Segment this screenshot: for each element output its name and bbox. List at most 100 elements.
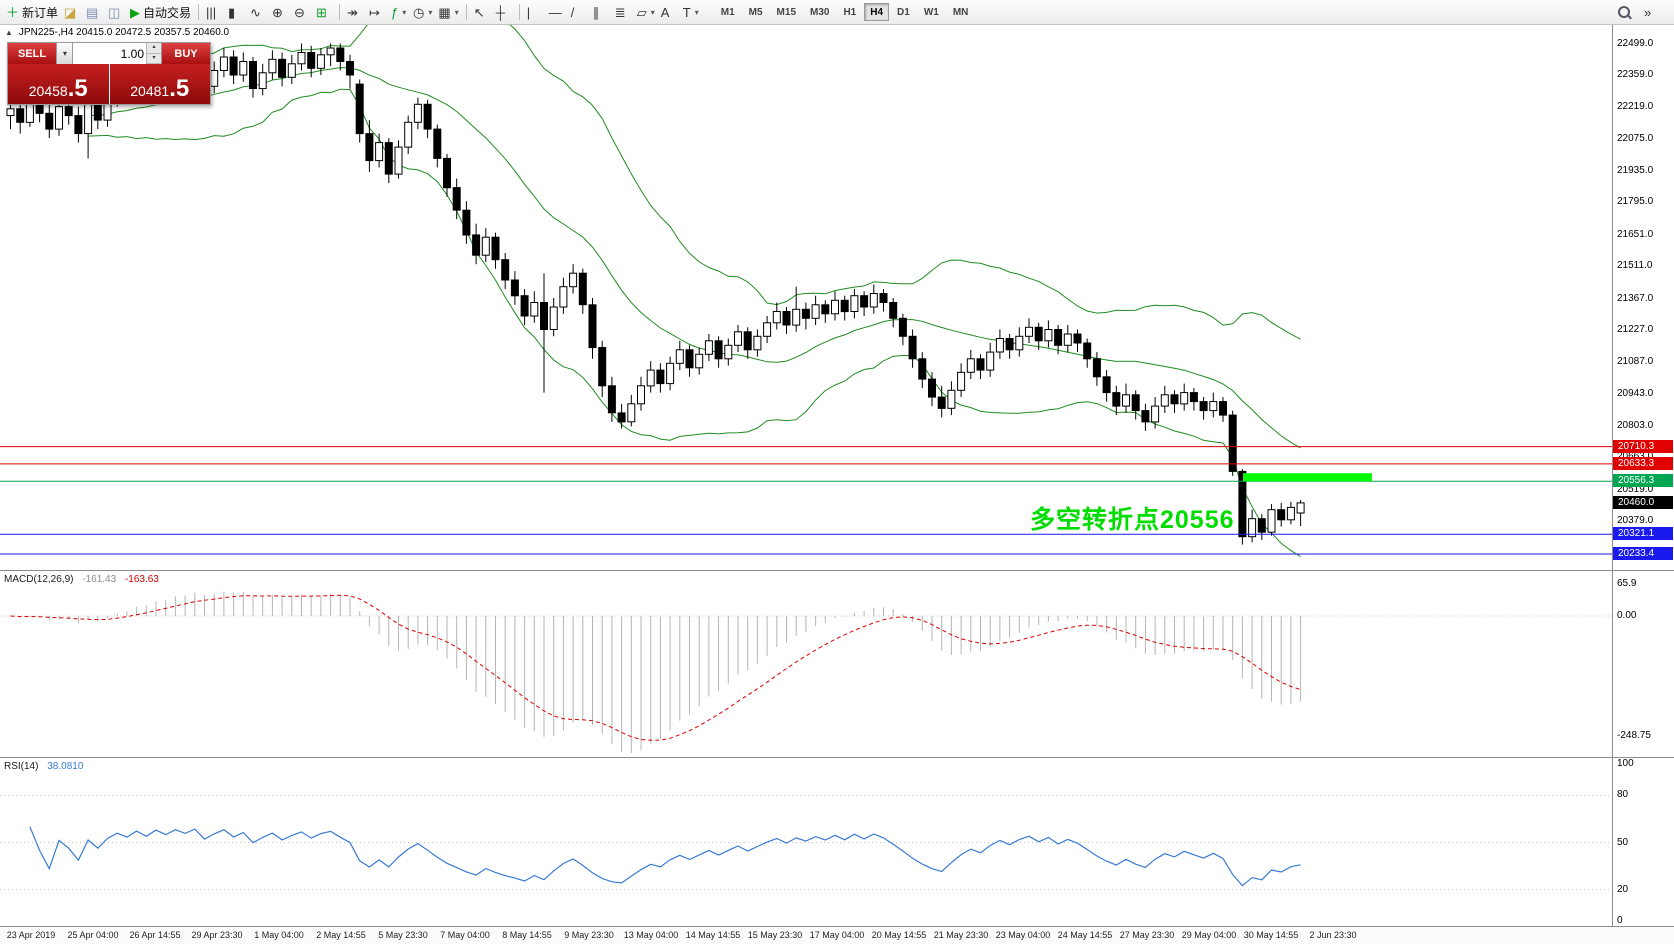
price-scale-label: 22359.0 xyxy=(1617,69,1654,80)
cursor-button[interactable]: ↖ xyxy=(471,2,493,22)
terminal-button[interactable]: ◫ xyxy=(105,2,127,22)
line-chart-button[interactable]: ∿ xyxy=(247,2,269,22)
shapes-button[interactable]: ▱ ▾ xyxy=(634,2,658,22)
candle-body xyxy=(811,304,820,319)
candle-body xyxy=(423,103,432,130)
main-toolbar: ＋新订单 ◪ ▤ ◫ ▶ 自动交易 ||| ▮ ∿ ⊕ ⊖ ⊞ ↠ ↦ ƒ ▾ ◷ ▾ ▦ ▾ ↖ ┼ | — / ∥ ≣ ▱ ▾ A T ▾… xyxy=(0,0,1674,25)
candle-body xyxy=(928,378,936,398)
candle-body xyxy=(995,338,1004,353)
candle-body xyxy=(792,308,801,326)
indicators-button[interactable]: ƒ ▾ xyxy=(388,2,410,22)
line-chart-icon: ∿ xyxy=(250,4,261,20)
bar-chart-button[interactable]: ||| xyxy=(203,2,225,22)
candle-body xyxy=(219,56,228,71)
buy-button[interactable]: BUY xyxy=(162,43,210,64)
timeframe-h4-button[interactable]: H4 xyxy=(864,3,890,21)
candle-body xyxy=(394,146,403,175)
autotrade-button[interactable]: ▶ 自动交易 xyxy=(127,2,194,22)
timeframe-mn-button[interactable]: MN xyxy=(947,3,975,21)
toolbar-overflow-icon: » xyxy=(1644,4,1652,20)
crosshair-button[interactable]: ┼ xyxy=(493,2,515,22)
candle-body xyxy=(258,72,267,90)
candle-body xyxy=(734,331,742,346)
shapes-icon: ▱ xyxy=(636,4,647,20)
arrow-tools-button[interactable]: T ▾ xyxy=(680,2,702,22)
fibonacci-button[interactable]: ≣ xyxy=(612,2,634,22)
templates-button[interactable]: ▦ ▾ xyxy=(435,2,461,22)
candle-body xyxy=(1102,376,1111,394)
time-axis-label: 23 Apr 2019 xyxy=(6,930,56,940)
vertical-line-button[interactable]: | xyxy=(524,2,546,22)
candle-body xyxy=(239,61,248,76)
toolbar-separator xyxy=(198,4,200,20)
candle-body xyxy=(1131,394,1140,412)
candle-body xyxy=(1073,333,1082,344)
macd-scale-label: 0.00 xyxy=(1617,610,1637,621)
auto-scroll-button[interactable]: ↠ xyxy=(344,2,366,22)
toolbar-overflow-button[interactable]: » xyxy=(1641,2,1663,22)
candle-body xyxy=(84,103,93,135)
zoom-out-button[interactable]: ⊖ xyxy=(291,2,313,22)
chart-shift-button[interactable]: ↦ xyxy=(366,2,388,22)
timeframe-w1-button[interactable]: W1 xyxy=(918,3,945,21)
timeframe-d1-button[interactable]: D1 xyxy=(891,3,916,21)
timeframe-m30-button[interactable]: M30 xyxy=(804,3,835,21)
volume-increase-button[interactable]: ▴ xyxy=(147,43,161,54)
new-order-button[interactable]: ＋新订单 xyxy=(3,2,61,22)
templates-icon: ▦ xyxy=(438,4,451,20)
periods-button[interactable]: ◷ ▾ xyxy=(410,2,435,22)
volume-dropdown-button[interactable]: ▾ xyxy=(56,43,72,64)
market-watch-button[interactable]: ◪ xyxy=(61,2,83,22)
dropdown-arrow-icon: ▾ xyxy=(428,7,433,17)
candle-body xyxy=(966,358,975,373)
candle-body xyxy=(1063,333,1072,346)
volume-input[interactable] xyxy=(73,43,146,64)
zoom-in-button[interactable]: ⊕ xyxy=(269,2,291,22)
candle-body xyxy=(1092,358,1101,378)
search-button[interactable] xyxy=(1615,2,1637,22)
annotation-text[interactable]: 多空转折点20556 xyxy=(1030,506,1235,534)
timeframe-m1-button[interactable]: M1 xyxy=(715,3,741,21)
time-axis[interactable]: 23 Apr 2019 25 Apr 04:00 26 Apr 14:55 29 Ap… xyxy=(0,929,1612,944)
buy-price-main: 20481 xyxy=(130,82,170,99)
macd-scale-label: 65.9 xyxy=(1617,578,1637,589)
trade-panel-collapse-arrow[interactable]: ▲ xyxy=(5,28,13,37)
one-click-trading-panel: SELL ▾ ▴ ▾ BUY 20458 .5 20481 .5 xyxy=(7,42,211,105)
timeframe-h1-button[interactable]: H1 xyxy=(837,3,862,21)
candle-body xyxy=(578,272,587,306)
macd-rsi-splitter[interactable] xyxy=(0,757,1674,758)
candle-body xyxy=(1189,392,1198,403)
text-tool-button[interactable]: A xyxy=(658,2,680,22)
candle-body xyxy=(287,63,296,78)
trendline-button[interactable]: / xyxy=(568,2,590,22)
candle-body xyxy=(957,371,966,391)
time-axis-label: 21 May 23:30 xyxy=(933,930,989,940)
candle-body xyxy=(860,295,869,308)
rsi-scale-label: 80 xyxy=(1617,789,1629,800)
autotrade-icon: ▶ xyxy=(130,4,141,20)
candle-body xyxy=(278,58,287,78)
candle-body xyxy=(831,299,839,315)
symbol-ohlc-text: JPN225-,H4 20415.0 20472.5 20357.5 20460… xyxy=(18,27,230,38)
navigator-button[interactable]: ▤ xyxy=(83,2,105,22)
horizontal-line-button[interactable]: — xyxy=(546,2,568,22)
price-tag-20710.3: 20710.3 xyxy=(1613,440,1673,453)
candle-body xyxy=(986,351,995,371)
channel-button[interactable]: ∥ xyxy=(590,2,612,22)
timeframe-m5-button[interactable]: M5 xyxy=(743,3,769,21)
main-macd-splitter[interactable] xyxy=(0,570,1674,571)
timeframe-m15-button[interactable]: M15 xyxy=(771,3,802,21)
volume-decrease-button[interactable]: ▾ xyxy=(147,53,161,64)
candle-body xyxy=(1005,338,1014,351)
buy-price-display[interactable]: 20481 .5 xyxy=(109,64,210,104)
zoom-in-icon: ⊕ xyxy=(272,4,283,20)
tile-windows-button[interactable]: ⊞ xyxy=(313,2,335,22)
candlestick-chart-button[interactable]: ▮ xyxy=(225,2,247,22)
price-scale-border xyxy=(1612,24,1613,926)
candle-body xyxy=(1122,394,1130,407)
sell-button[interactable]: SELL xyxy=(8,43,56,64)
sell-price-display[interactable]: 20458 .5 xyxy=(8,64,109,104)
highlight-rectangle[interactable] xyxy=(1243,473,1372,482)
candle-body xyxy=(491,236,500,261)
